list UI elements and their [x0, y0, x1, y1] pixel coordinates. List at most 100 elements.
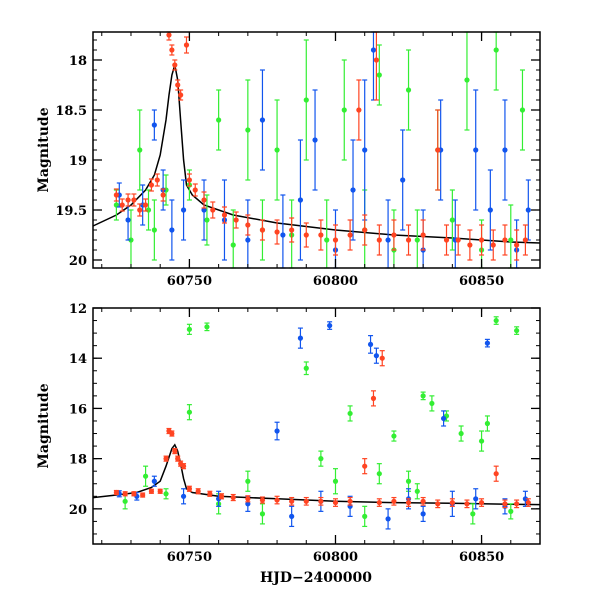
top-data-point [113, 192, 119, 198]
bottom-data-point [405, 499, 412, 506]
bottom-data-point [362, 463, 368, 469]
bottom-data-point [186, 409, 193, 415]
top-data-point [525, 207, 531, 213]
bottom-xlabel: HJD−2400000 [260, 570, 372, 586]
bottom-data-point [420, 511, 426, 517]
bottom-data-point [148, 488, 155, 494]
top-data-point [178, 92, 184, 98]
top-data-point [332, 237, 339, 243]
top-data-point [151, 122, 157, 128]
bottom-y-tick-label: 16 [69, 402, 87, 417]
bottom-data-point [172, 448, 178, 454]
top-data-point [245, 237, 251, 243]
top-data-point [169, 227, 175, 233]
top-data-point [350, 187, 356, 193]
top-data-point [119, 202, 125, 208]
top-data-point [303, 232, 309, 238]
bottom-data-point [367, 341, 374, 348]
top-data-point [373, 57, 379, 63]
bottom-data-point [347, 410, 353, 417]
bottom-data-point [113, 489, 119, 496]
bottom-data-point [332, 478, 339, 484]
top-data-point [204, 217, 210, 223]
bottom-data-point [175, 456, 181, 462]
top-data-point [324, 237, 330, 243]
bottom-x-tick-label: 60750 [167, 550, 212, 565]
top-data-group [113, 31, 531, 269]
bottom-data-point [259, 497, 266, 503]
bottom-data-point [207, 491, 213, 497]
top-y-tick-label: 19.5 [55, 204, 87, 219]
bottom-data-point [297, 335, 304, 341]
top-data-point [385, 237, 391, 243]
top-data-point [487, 207, 493, 213]
top-data-point [467, 242, 473, 248]
top-y-tick-label: 19 [69, 154, 87, 169]
bottom-panel: 60750 60800 60850 12 14 16 18 20 Magnitude HJD−… [36, 302, 541, 586]
bottom-data-group [113, 316, 531, 530]
top-data-point [443, 237, 450, 243]
bottom-data-point [245, 478, 251, 484]
top-y-tick-label: 18 [69, 54, 87, 69]
top-data-point [166, 32, 172, 38]
bottom-series-2 [113, 350, 531, 509]
top-data-point [154, 177, 160, 183]
top-data-point [259, 117, 266, 123]
top-data-point [192, 187, 198, 193]
bottom-data-point [484, 340, 491, 346]
top-model-curve-group [92, 64, 541, 244]
top-data-point [172, 62, 178, 68]
top-data-point [259, 227, 266, 233]
bottom-data-point [318, 456, 324, 462]
top-data-point [356, 107, 362, 113]
bottom-ticks: 60750 60800 60850 12 14 16 18 20 [69, 302, 541, 565]
bottom-data-point [163, 456, 169, 462]
bottom-data-point [142, 473, 149, 479]
top-data-point [519, 107, 526, 113]
top-data-point [128, 237, 134, 243]
top-x-tick-label: 60800 [313, 274, 358, 289]
top-ylabel: Magnitude [36, 107, 52, 192]
top-data-point [233, 217, 239, 223]
bottom-ylabel: Magnitude [36, 383, 52, 468]
top-data-point [186, 177, 193, 183]
top-model-curve [92, 64, 541, 244]
bottom-y-tick-label: 12 [69, 302, 87, 317]
top-data-point [137, 147, 143, 153]
top-data-point [464, 77, 470, 83]
top-data-point [400, 177, 406, 183]
bottom-data-point [332, 499, 339, 506]
bottom-data-point [303, 365, 309, 371]
bottom-data-point [373, 353, 379, 359]
top-data-point [502, 147, 508, 153]
bottom-model-curve [92, 443, 541, 506]
bottom-data-point [274, 428, 280, 434]
top-data-point [131, 197, 137, 203]
top-data-point [280, 232, 286, 238]
bottom-data-point [429, 400, 435, 407]
bottom-data-point [186, 326, 193, 332]
top-data-point [376, 237, 382, 243]
bottom-data-point [522, 496, 528, 502]
bottom-data-point [391, 433, 397, 439]
bottom-data-point [440, 415, 447, 422]
top-series-2 [113, 31, 528, 261]
bottom-data-point [218, 493, 225, 499]
top-data-point [370, 47, 377, 53]
top-data-point [216, 117, 222, 123]
top-data-point [303, 97, 309, 103]
bottom-data-point [122, 491, 128, 497]
top-data-point [420, 232, 426, 238]
top-data-point [508, 237, 514, 243]
top-data-point [175, 82, 181, 88]
top-x-tick-label: 60850 [459, 274, 504, 289]
bottom-data-point [259, 511, 266, 517]
bottom-model-curve-group [92, 443, 541, 506]
bottom-data-point [493, 471, 499, 477]
bottom-data-point [470, 511, 476, 517]
top-x-tick-label: 60750 [167, 274, 212, 289]
bottom-y-tick-label: 14 [69, 352, 87, 367]
bottom-data-point [478, 499, 485, 506]
bottom-x-tick-label: 60850 [459, 550, 504, 565]
